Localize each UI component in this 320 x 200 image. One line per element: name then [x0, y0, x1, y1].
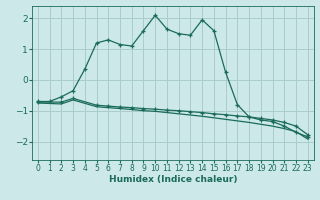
X-axis label: Humidex (Indice chaleur): Humidex (Indice chaleur): [108, 175, 237, 184]
